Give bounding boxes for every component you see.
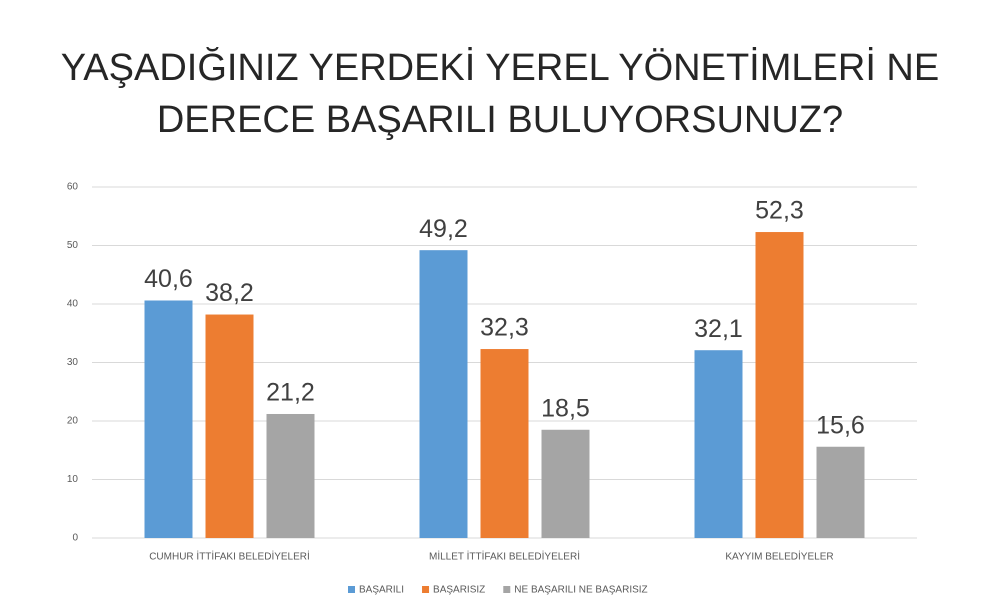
y-tick-label: 60 bbox=[67, 182, 79, 193]
x-tick-label: KAYYIM BELEDİYELER bbox=[725, 550, 833, 563]
legend-label: BAŞARISIZ bbox=[433, 585, 485, 596]
bar bbox=[694, 350, 743, 538]
value-label: 32,1 bbox=[694, 315, 743, 343]
legend-swatch bbox=[348, 586, 355, 593]
value-label: 21,2 bbox=[266, 379, 315, 407]
bar bbox=[480, 349, 529, 538]
legend-label: NE BAŞARILI NE BAŞARISIZ bbox=[514, 585, 647, 596]
y-tick-label: 10 bbox=[67, 474, 79, 485]
y-tick-label: 30 bbox=[67, 357, 79, 368]
bar bbox=[816, 446, 865, 538]
y-tick-label: 50 bbox=[67, 240, 79, 251]
value-label: 18,5 bbox=[541, 394, 590, 422]
legend-swatch bbox=[422, 586, 430, 593]
value-label: 38,2 bbox=[205, 279, 254, 307]
bar bbox=[205, 314, 254, 538]
value-label: 40,6 bbox=[144, 265, 193, 293]
value-label: 52,3 bbox=[755, 197, 804, 225]
legend-swatch bbox=[503, 586, 511, 593]
value-label: 32,3 bbox=[480, 314, 529, 342]
bar bbox=[266, 413, 315, 538]
y-tick-label: 40 bbox=[67, 299, 79, 310]
bar bbox=[755, 232, 804, 539]
bar bbox=[541, 429, 590, 538]
bar bbox=[144, 300, 193, 538]
value-label: 49,2 bbox=[419, 215, 468, 243]
y-tick-label: 0 bbox=[72, 533, 78, 544]
chart-title: DERECE BAŞARILI BULUYORSUNUZ? bbox=[157, 99, 843, 141]
y-tick-label: 20 bbox=[67, 416, 79, 427]
value-label: 15,6 bbox=[816, 411, 865, 439]
x-tick-label: MİLLET İTTİFAKI BELEDİYELERİ bbox=[429, 550, 580, 563]
chart-title: YAŞADIĞINIZ YERDEKİ YEREL YÖNETİMLERİ NE bbox=[61, 45, 939, 89]
x-tick-label: CUMHUR İTTİFAKI BELEDİYELERİ bbox=[149, 550, 310, 563]
legend-label: BAŞARILI bbox=[359, 585, 404, 596]
bar bbox=[419, 250, 468, 538]
